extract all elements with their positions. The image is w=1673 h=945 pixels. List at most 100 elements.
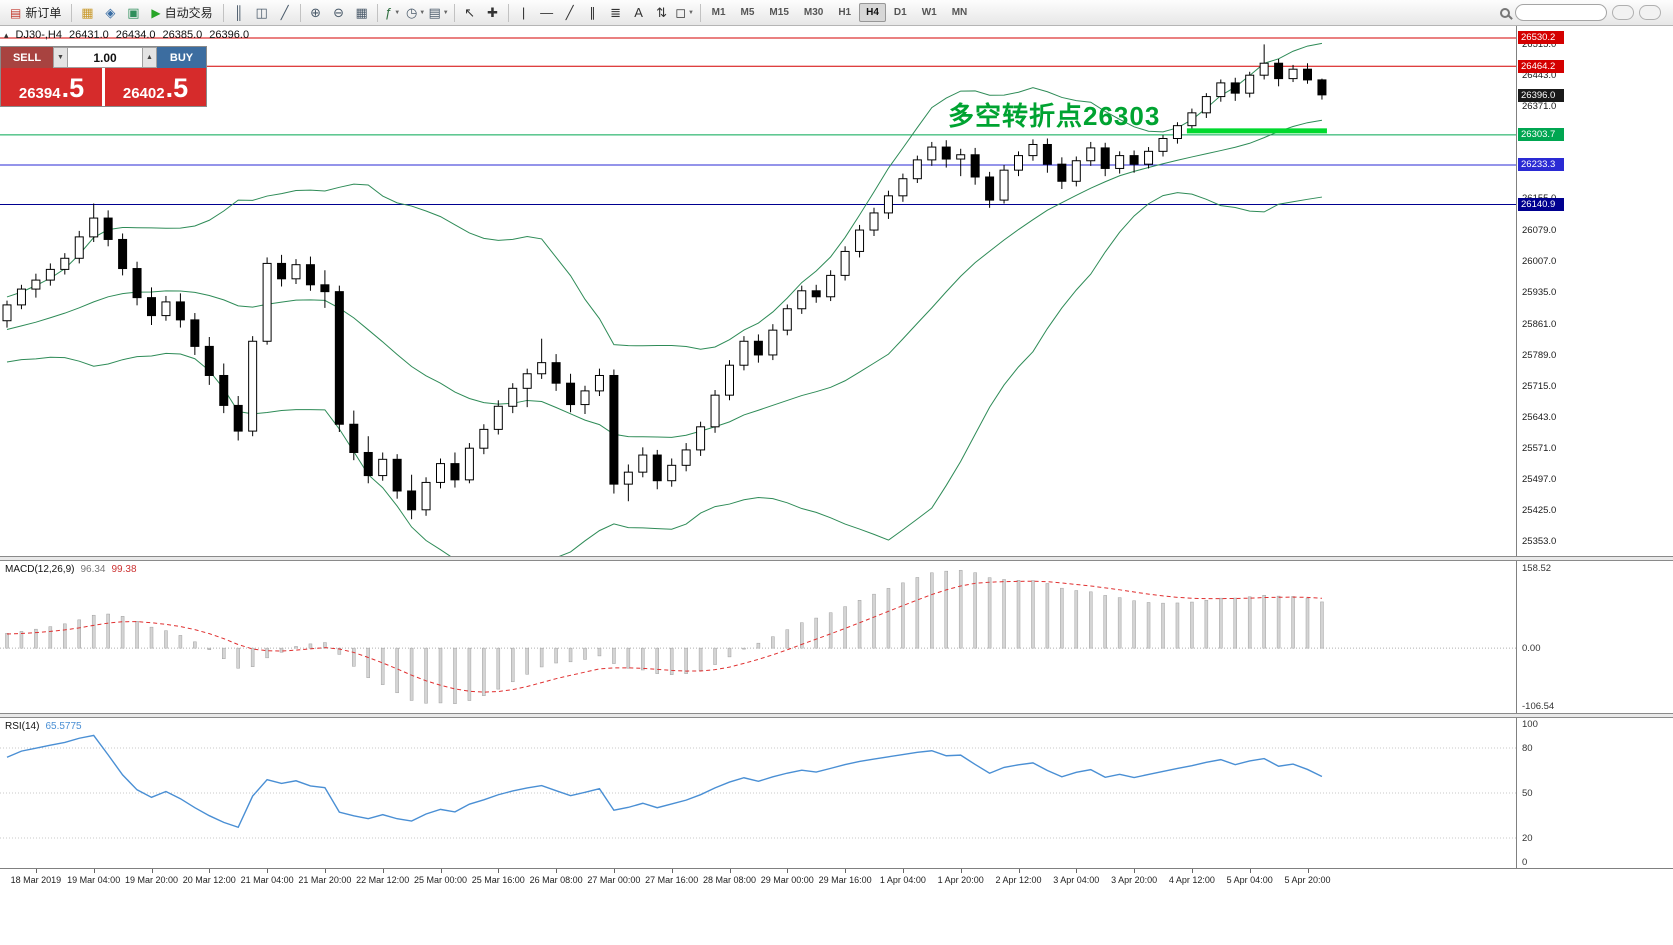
- timeframe-h1[interactable]: H1: [838, 7, 852, 18]
- ohlc-high: 26434.0: [115, 29, 156, 41]
- fibonacci-icon-glyph-icon: ≣: [610, 4, 622, 20]
- channel-icon-glyph-icon: ∥: [589, 4, 596, 20]
- sell-button[interactable]: SELL: [1, 47, 53, 68]
- time-tick: [787, 869, 789, 873]
- help-pill-icon[interactable]: [1612, 5, 1634, 20]
- terminal-icon[interactable]: ▣: [122, 3, 144, 23]
- symbol-timeframe-label: DJ30-,H4: [15, 29, 62, 41]
- buy-price-button[interactable]: 26402.5: [105, 68, 206, 106]
- macd-scale-label: 0.00: [1522, 643, 1541, 655]
- options-pill-icon[interactable]: [1639, 5, 1661, 20]
- buy-button[interactable]: BUY: [157, 47, 206, 68]
- timeframe-m15[interactable]: M15: [769, 7, 789, 18]
- timeframe-h4[interactable]: H4: [859, 3, 886, 22]
- volume-input[interactable]: 1.00: [68, 47, 142, 68]
- grid-icon[interactable]: ▦: [351, 3, 373, 23]
- macd-panel: MACD(12,26,9) 96.34 99.38 158.52 0.00 -106…: [0, 561, 1673, 713]
- volume-decrease-button[interactable]: ▼: [53, 47, 68, 68]
- price-tick-label: 25789.0: [1522, 349, 1557, 361]
- time-tick: [324, 869, 326, 873]
- time-axis-label: 25 Mar 16:00: [471, 875, 525, 885]
- timeframe-m1[interactable]: M1: [711, 7, 726, 18]
- trade-panel-top-row: SELL ▼ 1.00 ▲ BUY: [1, 47, 206, 68]
- timeframe-m30[interactable]: M30: [803, 7, 824, 18]
- macd-axis[interactable]: 158.52 0.00 -106.54: [1516, 561, 1673, 713]
- one-click-collapse-arrow[interactable]: ▴: [4, 29, 9, 40]
- autotrading-button[interactable]: ▶ 自动交易: [145, 3, 218, 23]
- zoom-in-icon[interactable]: ⊕: [305, 3, 327, 23]
- timeframe-d1[interactable]: D1: [893, 7, 907, 18]
- bar-chart-icon[interactable]: ║: [228, 3, 250, 23]
- zoom-out-icon[interactable]: ⊖: [328, 3, 350, 23]
- toolbar-search-area: [1500, 4, 1669, 21]
- price-axis[interactable]: 26515.026443.026371.026299.026227.026155…: [1516, 26, 1673, 556]
- zoom-out-icon-glyph-icon: ⊖: [333, 4, 345, 20]
- navigator-icon[interactable]: ◈: [99, 3, 121, 23]
- market-watch-icon[interactable]: ▦: [76, 3, 98, 23]
- price-marker-26233.3: 26233.3: [1518, 158, 1564, 172]
- periods-button[interactable]: ◷ ▼: [405, 3, 427, 23]
- time-axis-label: 19 Mar 20:00: [124, 875, 179, 885]
- new-order-glyph-icon: ▤: [10, 5, 22, 20]
- line-chart-icon[interactable]: ╱: [274, 3, 296, 23]
- cursor-icon[interactable]: ↖: [459, 3, 481, 23]
- crosshair-icon[interactable]: ✚: [482, 3, 504, 23]
- timeframe-w1[interactable]: W1: [921, 7, 937, 18]
- rsi-axis[interactable]: 100 80 50 20 0: [1516, 718, 1673, 868]
- chevron-down-icon: ▼: [419, 9, 426, 16]
- time-tick: [1249, 869, 1251, 873]
- terminal-icon-glyph-icon: ▣: [127, 4, 140, 20]
- templates-button[interactable]: ▤ ▼: [428, 3, 450, 23]
- candlestick-chart-icon[interactable]: ◫: [251, 3, 273, 23]
- panel-divider[interactable]: [0, 556, 1673, 561]
- rsi-scale-label: 0: [1522, 857, 1528, 868]
- timeframe-mn[interactable]: MN: [951, 7, 968, 18]
- fibonacci-icon[interactable]: ≣: [605, 3, 627, 23]
- ohlc-open: 26431.0: [69, 29, 109, 41]
- periods-glyph-icon: ◷: [405, 4, 418, 20]
- price-tick-label: 25643.0: [1522, 411, 1557, 423]
- time-tick: [960, 869, 962, 873]
- bar-chart-icon-glyph-icon: ║: [234, 5, 244, 20]
- one-click-trading-panel: SELL ▼ 1.00 ▲ BUY 26394.5 26402.5: [0, 46, 207, 107]
- macd-header: MACD(12,26,9) 96.34 99.38: [5, 564, 137, 575]
- horizontal-line-icon[interactable]: ―: [536, 3, 558, 23]
- vertical-line-icon[interactable]: |: [513, 3, 535, 23]
- time-axis-label: 5 Apr 04:00: [1226, 875, 1273, 885]
- indicators-button[interactable]: ƒ ▼: [382, 3, 404, 23]
- rsi-value: 65.5775: [45, 721, 82, 732]
- time-axis-label: 2 Apr 12:00: [995, 875, 1042, 885]
- new-order-button-label: 新订单: [25, 6, 62, 20]
- search-input[interactable]: [1515, 4, 1607, 21]
- channel-icon[interactable]: ∥: [582, 3, 604, 23]
- grid-icon-glyph-icon: ▦: [355, 4, 368, 20]
- arrows-icon[interactable]: ⇅: [651, 3, 673, 23]
- macd-canvas[interactable]: [0, 561, 1673, 713]
- volume-increase-button[interactable]: ▲: [142, 47, 157, 68]
- market-watch-icon-glyph-icon: ▦: [81, 4, 94, 20]
- time-axis-label: 25 Mar 00:00: [413, 875, 468, 885]
- time-tick: [1076, 869, 1078, 873]
- time-axis-label: 26 Mar 08:00: [529, 875, 583, 885]
- price-tick-label: 26443.0: [1522, 69, 1557, 81]
- shapes-button[interactable]: ◻ ▼: [674, 3, 696, 23]
- time-tick: [902, 869, 904, 873]
- timeframe-m5[interactable]: M5: [740, 7, 755, 18]
- rsi-canvas[interactable]: [0, 718, 1673, 868]
- time-axis-label: 1 Apr 20:00: [937, 875, 984, 885]
- time-tick: [729, 869, 731, 873]
- new-order-button[interactable]: ▤ 新订单: [4, 3, 67, 23]
- panel-divider[interactable]: [0, 713, 1673, 718]
- time-axis[interactable]: 18 Mar 2019 19 Mar 04:00 19 Mar 20:00 20 Ma…: [0, 868, 1673, 894]
- time-tick: [1191, 869, 1193, 873]
- sell-price-button[interactable]: 26394.5: [1, 68, 102, 106]
- toolbar-separator: [222, 3, 224, 22]
- price-tick-label: 25571.0: [1522, 442, 1557, 454]
- trendline-icon[interactable]: ╱: [559, 3, 581, 23]
- horizontal-line-icon-glyph-icon: ―: [540, 5, 554, 20]
- toolbar-separator: [299, 3, 301, 22]
- search-icon[interactable]: [1500, 7, 1510, 18]
- price-chart-canvas[interactable]: [0, 26, 1673, 556]
- text-icon[interactable]: A: [628, 3, 650, 23]
